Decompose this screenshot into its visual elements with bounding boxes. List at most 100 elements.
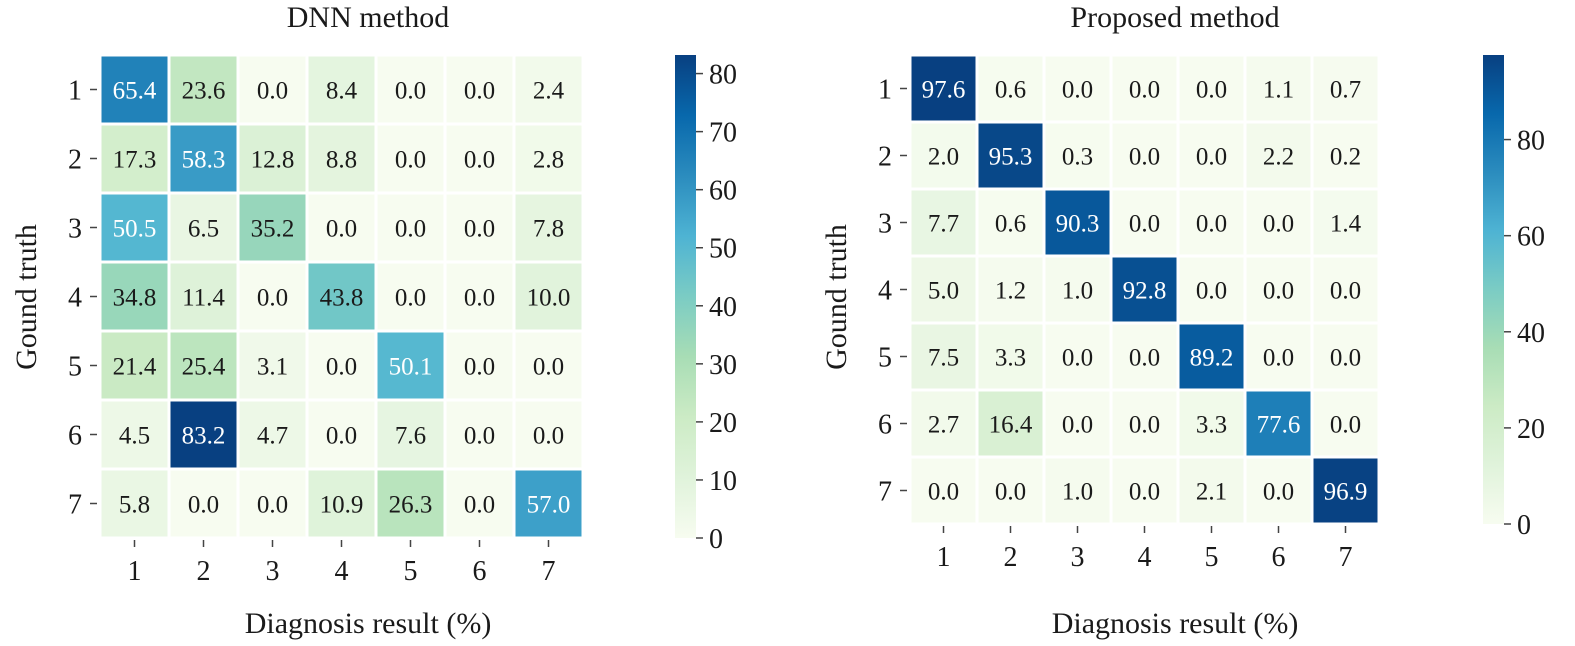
cell-value-label: 7.6 [395, 423, 426, 450]
heatmap-cells [101, 56, 582, 537]
x-tick-label: 6 [473, 556, 487, 587]
heatmap-cell [515, 56, 582, 123]
heatmap-cell [101, 401, 168, 468]
heatmap-cell [170, 125, 237, 192]
heatmap-cell [1246, 257, 1311, 322]
heatmap-cell [1112, 458, 1177, 523]
cell-value-label: 1.0 [1062, 278, 1093, 305]
cell-value-label: 0.0 [395, 78, 426, 105]
heatmap-cell [1112, 324, 1177, 389]
y-tick-label: 6 [68, 421, 82, 452]
cell-value-label: 0.0 [464, 216, 495, 243]
x-tick-label: 4 [1138, 542, 1152, 573]
colorbar-tick-label: 10 [709, 466, 737, 497]
colorbar-tick-label: 70 [709, 118, 737, 149]
heatmap-cell [446, 56, 513, 123]
y-axis-label: Gound truth [820, 224, 853, 370]
heatmap-cell [1246, 123, 1311, 188]
heatmap-cell [1045, 190, 1110, 255]
heatmap-cell [978, 458, 1043, 523]
cell-value-label: 83.2 [182, 423, 226, 450]
heatmap-cell [308, 470, 375, 537]
cell-value-label: 26.3 [389, 492, 433, 519]
cell-value-label: 0.0 [1196, 278, 1227, 305]
heatmap-cell [1246, 391, 1311, 456]
cell-value-label: 8.4 [326, 78, 358, 105]
cell-value-label: 23.6 [182, 78, 226, 105]
cell-value-label: 0.0 [1129, 345, 1160, 372]
heatmap-cell [239, 332, 306, 399]
cell-value-label: 0.0 [326, 423, 357, 450]
heatmap-cell [101, 470, 168, 537]
colorbar: 0 20 40 60 80 [1483, 55, 1545, 541]
heatmap-cell [911, 458, 976, 523]
colorbar-gradient [1483, 55, 1504, 524]
heatmap-cell [239, 194, 306, 261]
cell-value-label: 0.0 [326, 354, 357, 381]
heatmap-cell-labels: 97.6 0.6 0.0 0.0 0.0 1.1 0.7 2.0 95.3 0.3 0.0 0.0 2.… [922, 77, 1368, 506]
heatmap-cell [1313, 190, 1378, 255]
chart-title: Proposed method [1070, 1, 1279, 34]
colorbar-tick-label: 50 [709, 234, 737, 265]
heatmap-cell [911, 324, 976, 389]
heatmap-cell [308, 401, 375, 468]
cell-value-label: 0.0 [395, 216, 426, 243]
heatmap-cell [239, 125, 306, 192]
x-tick-label: 3 [266, 556, 280, 587]
cell-value-label: 6.5 [188, 216, 219, 243]
cell-value-label: 43.8 [320, 285, 364, 312]
cell-value-label: 0.0 [533, 354, 564, 381]
heatmap-cell [978, 190, 1043, 255]
cell-value-label: 0.0 [1129, 211, 1160, 238]
heatmap-cell [1313, 123, 1378, 188]
x-tick-label: 2 [1004, 542, 1018, 573]
cell-value-label: 0.3 [1062, 144, 1093, 171]
heatmap-cell [377, 263, 444, 330]
x-tick-label: 1 [128, 556, 142, 587]
y-tick-label: 4 [878, 276, 892, 307]
heatmap-cell [515, 125, 582, 192]
cell-value-label: 0.0 [928, 479, 959, 506]
heatmap-cell [308, 332, 375, 399]
cell-value-label: 89.2 [1190, 345, 1234, 372]
cell-value-label: 57.0 [527, 492, 571, 519]
x-tick-label: 1 [937, 542, 951, 573]
cell-value-label: 0.0 [1062, 77, 1093, 104]
cell-value-label: 3.3 [1196, 412, 1227, 439]
cell-value-label: 0.0 [464, 354, 495, 381]
cell-value-label: 0.0 [257, 492, 288, 519]
x-tick-label: 7 [1339, 542, 1353, 573]
heatmap-cell-labels: 65.4 23.6 0.0 8.4 0.0 0.0 2.4 17.3 58.3 12.8 8.8 0.… [113, 78, 571, 519]
cell-value-label: 0.0 [1263, 211, 1294, 238]
heatmap-cell [1045, 324, 1110, 389]
heatmap-cell [446, 470, 513, 537]
cell-value-label: 7.5 [928, 345, 959, 372]
cell-value-label: 0.0 [1330, 412, 1361, 439]
y-axis-ticks: 1 2 3 4 5 6 7 [878, 75, 907, 508]
cell-value-label: 3.1 [257, 354, 288, 381]
cell-value-label: 10.0 [527, 285, 571, 312]
cell-value-label: 2.0 [928, 144, 959, 171]
cell-value-label: 1.2 [995, 278, 1026, 305]
cell-value-label: 0.0 [1129, 144, 1160, 171]
heatmap-cell [170, 332, 237, 399]
heatmap-cell [1313, 324, 1378, 389]
cell-value-label: 95.3 [989, 144, 1033, 171]
heatmap-cell [239, 470, 306, 537]
x-axis-label: Diagnosis result (%) [245, 607, 492, 640]
heatmap-cell [446, 125, 513, 192]
heatmap-cell [1179, 257, 1244, 322]
proposed-confusion-matrix: Proposed method 97.6 0.6 0.0 0.0 0.0 1.1 0.7 2.… [820, 1, 1545, 640]
cell-value-label: 0.7 [1330, 77, 1361, 104]
colorbar-tick-label: 0 [1517, 510, 1531, 541]
heatmap-cell [101, 194, 168, 261]
heatmap-cell [1112, 190, 1177, 255]
cell-value-label: 0.0 [257, 78, 288, 105]
heatmap-cell [377, 401, 444, 468]
heatmap-cell [239, 56, 306, 123]
cell-value-label: 17.3 [113, 147, 157, 174]
heatmap-cell [239, 401, 306, 468]
cell-value-label: 16.4 [989, 412, 1033, 439]
cell-value-label: 0.0 [1062, 345, 1093, 372]
